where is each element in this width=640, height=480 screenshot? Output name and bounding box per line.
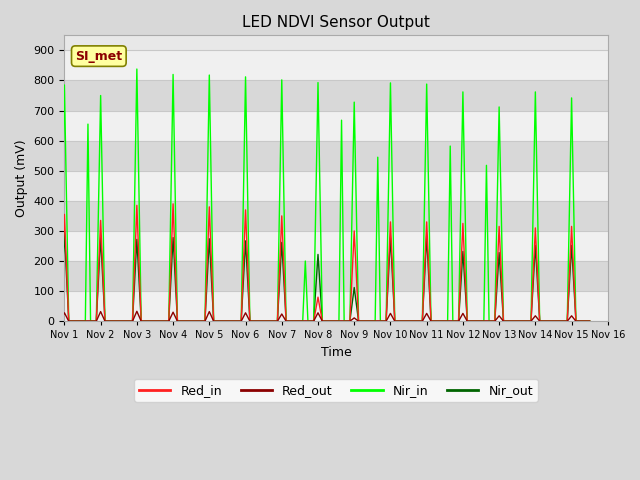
- Bar: [65, 141, 608, 171]
- Bar: [65, 231, 608, 261]
- Title: LED NDVI Sensor Output: LED NDVI Sensor Output: [242, 15, 430, 30]
- Legend: Red_in, Red_out, Nir_in, Nir_out: Red_in, Red_out, Nir_in, Nir_out: [134, 379, 538, 402]
- Y-axis label: Output (mV): Output (mV): [15, 140, 28, 217]
- Bar: [65, 201, 608, 231]
- Bar: [65, 81, 608, 110]
- Bar: [65, 291, 608, 321]
- Bar: [65, 261, 608, 291]
- Bar: [65, 171, 608, 201]
- Text: SI_met: SI_met: [76, 49, 122, 62]
- X-axis label: Time: Time: [321, 346, 351, 359]
- Bar: [65, 50, 608, 81]
- Bar: [65, 110, 608, 141]
